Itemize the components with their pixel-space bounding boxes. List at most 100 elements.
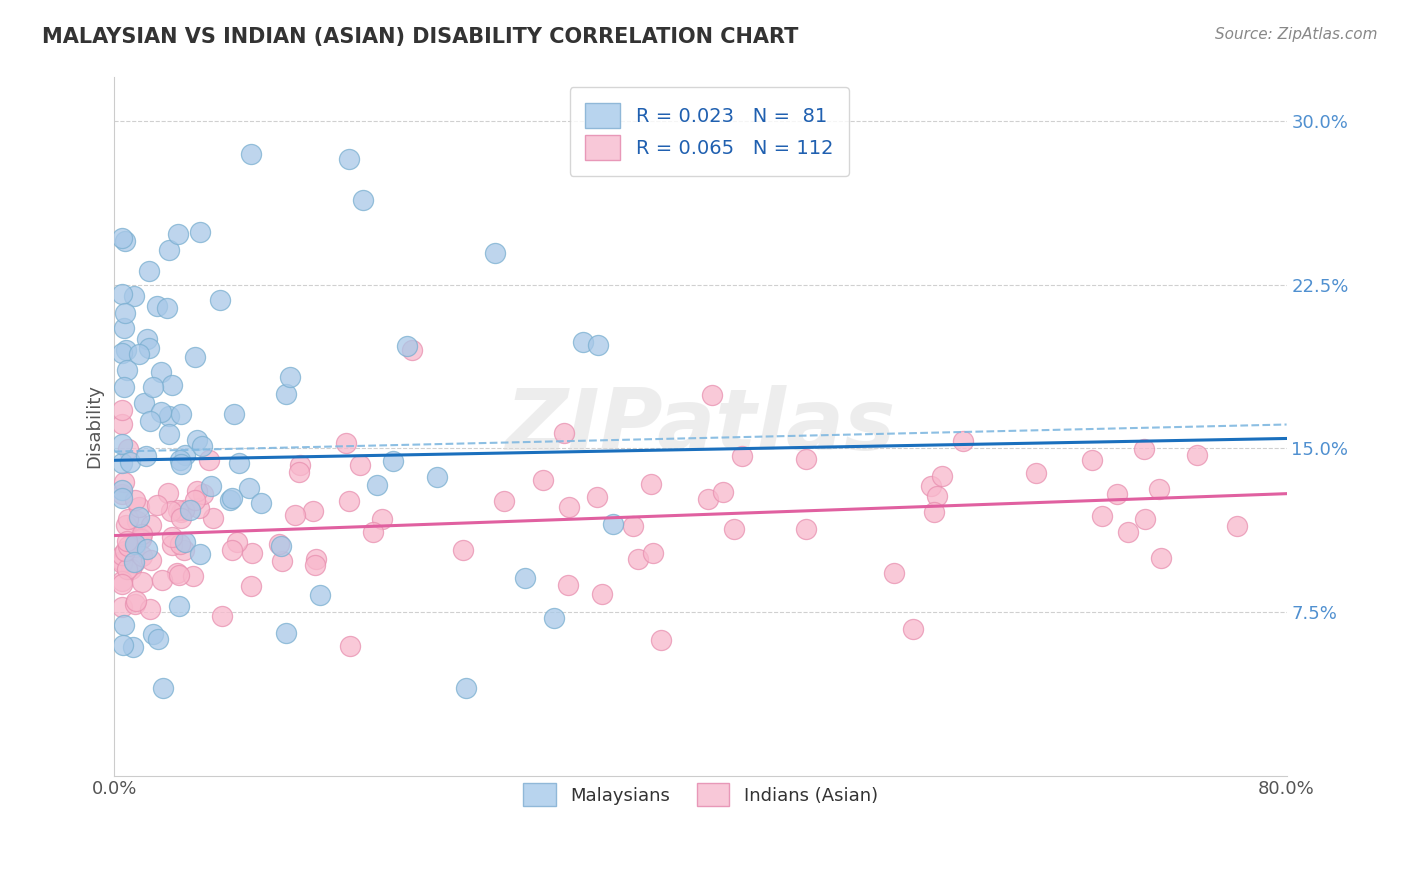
Point [920,479,942,493]
Point [208,293,231,307]
Point [128,509,150,524]
Point [558,500,581,514]
Point [339,639,361,653]
Point [114,234,136,248]
Point [200,479,222,493]
Point [114,544,136,558]
Point [157,409,180,423]
Point [157,244,180,258]
Point [585,490,607,504]
Text: MALAYSIAN VS INDIAN (ASIAN) DISABILITY CORRELATION CHART: MALAYSIAN VS INDIAN (ASIAN) DISABILITY C… [42,27,799,46]
Point [188,547,211,561]
Point [922,505,945,519]
Point [111,436,134,450]
Point [131,549,153,563]
Point [115,533,138,548]
Point [170,506,193,520]
Point [304,558,326,573]
Point [602,516,624,531]
Point [188,225,211,239]
Point [111,577,134,591]
Point [353,193,375,207]
Point [149,365,172,379]
Point [111,456,134,470]
Point [111,346,134,360]
Point [115,343,138,358]
Point [302,504,325,518]
Point [711,485,734,500]
Point [426,470,449,484]
Text: Source: ZipAtlas.com: Source: ZipAtlas.com [1215,27,1378,42]
Point [531,473,554,487]
Point [1226,518,1249,533]
Point [219,493,242,508]
Point [169,453,191,467]
Point [170,457,193,471]
Point [335,435,357,450]
Point [451,543,474,558]
Point [371,512,394,526]
Point [149,405,172,419]
Point [586,338,609,352]
Point [115,561,138,575]
Point [454,681,477,696]
Point [111,574,134,589]
Point [723,523,745,537]
Point [650,633,672,648]
Point [141,518,163,533]
Point [139,602,162,616]
Point [240,546,263,560]
Point [124,597,146,611]
Point [278,369,301,384]
Point [901,622,924,636]
Point [129,532,152,546]
Point [166,566,188,580]
Point [186,484,208,499]
Point [152,681,174,696]
Point [166,503,188,517]
Text: ZIPatlas: ZIPatlas [505,385,896,468]
Point [139,553,162,567]
Point [240,579,263,593]
Point [700,387,723,401]
Point [132,396,155,410]
Point [557,577,579,591]
Point [117,442,139,456]
Point [146,300,169,314]
Point [1105,487,1128,501]
Point [174,448,197,462]
Point [1081,453,1104,467]
Point [198,453,221,467]
Point [211,609,233,624]
Point [114,306,136,320]
Point [170,511,193,525]
Point [128,500,150,514]
Point [284,508,307,522]
Point [366,478,388,492]
Point [1149,551,1171,566]
Y-axis label: Disability: Disability [86,384,103,468]
Point [111,638,134,652]
Point [794,522,817,536]
Point [183,350,205,364]
Point [484,246,506,260]
Point [167,599,190,614]
Point [131,527,153,541]
Point [361,525,384,540]
Point [112,380,135,394]
Point [224,407,246,421]
Point [138,341,160,355]
Legend: Malaysians, Indians (Asian): Malaysians, Indians (Asian) [515,774,887,815]
Point [952,434,974,449]
Point [122,557,145,571]
Point [117,539,139,553]
Point [162,530,184,544]
Point [308,588,330,602]
Point [138,264,160,278]
Point [125,514,148,528]
Point [250,496,273,510]
Point [201,511,224,525]
Point [401,343,423,358]
Point [166,227,188,242]
Point [288,465,311,479]
